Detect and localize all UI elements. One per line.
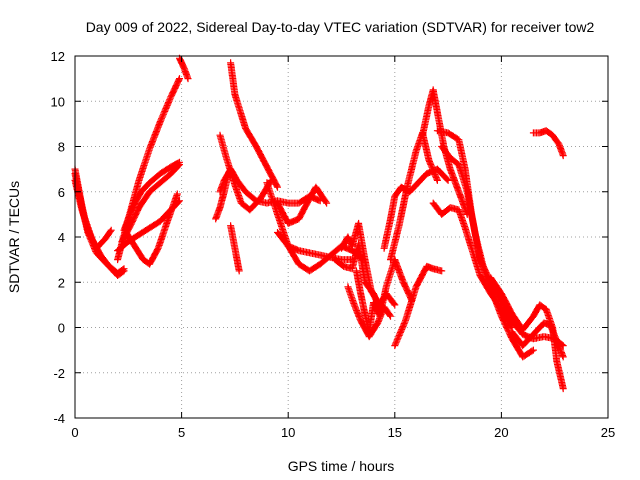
y-tick-label: 10 (51, 94, 65, 109)
data-point-markers (438, 143, 537, 361)
data-point-markers (274, 183, 331, 227)
data-point-markers (263, 179, 367, 275)
data-point-markers (212, 170, 232, 223)
data-series (212, 170, 232, 223)
grid-lines (75, 56, 608, 418)
data-series (122, 190, 181, 268)
data-series (263, 179, 367, 275)
data-series (344, 283, 394, 341)
x-tick-label: 20 (494, 425, 508, 440)
data-point-markers (122, 190, 181, 268)
y-tick-label: 4 (58, 230, 65, 245)
data-point-markers (387, 129, 441, 264)
x-tick-label: 10 (281, 425, 295, 440)
x-tick-label: 0 (71, 425, 78, 440)
data-series (227, 59, 281, 191)
x-tick-label: 5 (178, 425, 185, 440)
data-point-markers (419, 86, 471, 218)
data-series (438, 143, 537, 361)
data-series (419, 86, 471, 218)
data-point-markers (176, 54, 192, 83)
data-point-markers (274, 229, 356, 264)
data-series (227, 222, 243, 275)
x-tick-label: 25 (601, 425, 615, 440)
data-series (508, 319, 567, 361)
data-point-markers (508, 319, 567, 361)
data-series (529, 127, 567, 160)
data-series (120, 158, 183, 234)
data-point-markers (120, 158, 183, 234)
data-point-markers (227, 59, 281, 191)
data-series (176, 54, 192, 83)
data-series (391, 262, 446, 350)
y-tick-label: 12 (51, 49, 65, 64)
y-axis-label: SDTVAR / TECUs (6, 181, 22, 293)
y-tick-label: -2 (53, 366, 65, 381)
y-tick-label: -4 (53, 411, 65, 426)
data-series (387, 129, 441, 264)
chart-title: Day 009 of 2022, Sidereal Day-to-day VTE… (86, 19, 595, 35)
data-point-markers (227, 222, 243, 275)
y-tick-label: 2 (58, 275, 65, 290)
y-tick-label: 6 (58, 185, 65, 200)
y-tick-label: 0 (58, 321, 65, 336)
data-point-markers (529, 127, 567, 160)
data-point-markers (391, 262, 446, 350)
x-axis-label: GPS time / hours (288, 458, 395, 474)
data-series (274, 183, 331, 227)
data-points (71, 54, 567, 393)
data-point-markers (344, 283, 394, 341)
x-tick-label: 15 (388, 425, 402, 440)
y-tick-label: 8 (58, 140, 65, 155)
data-series (274, 229, 356, 264)
axis-ticks: 0 5 10 15 20 25 -4 -2 0 2 4 6 8 10 12 (51, 49, 616, 440)
